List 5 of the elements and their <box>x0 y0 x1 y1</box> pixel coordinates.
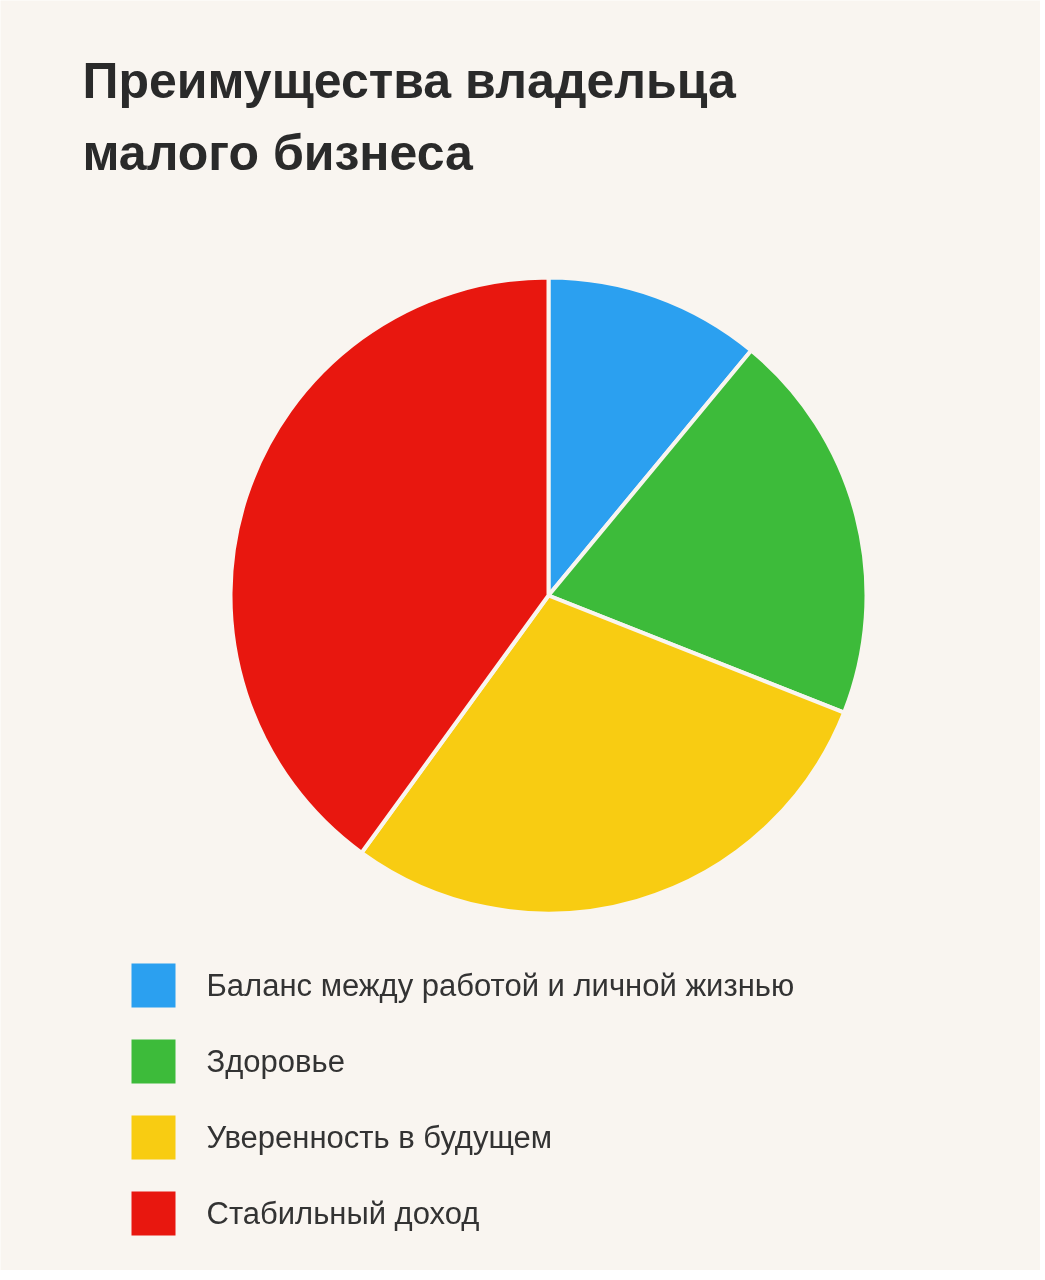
legend-label: Здоровье <box>206 1044 345 1079</box>
legend-label: Стабильный доход <box>206 1196 480 1231</box>
legend-label: Баланс между работой и личной жизнью <box>206 968 795 1003</box>
chart-title: Преимущества владельца малого бизнеса <box>82 52 738 181</box>
legend-label: Уверенность в будущем <box>206 1120 553 1155</box>
